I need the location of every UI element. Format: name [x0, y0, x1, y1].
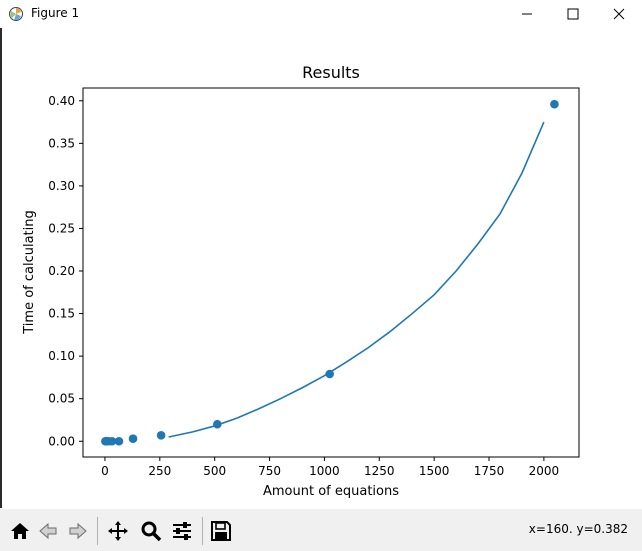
x-tick-label: 500 — [203, 464, 226, 478]
configure-subplots-button[interactable] — [168, 517, 196, 545]
axes-frame — [82, 87, 580, 458]
x-tick-label: 0 — [101, 464, 109, 478]
home-icon — [11, 523, 29, 539]
zoom-icon — [141, 521, 162, 542]
x-tick-label: 1000 — [309, 464, 340, 478]
fit-curve-line — [168, 121, 545, 438]
scatter-points-group — [101, 99, 559, 446]
y-tick-label: 0.30 — [48, 179, 75, 193]
y-tick-label: 0.00 — [48, 434, 75, 448]
save-button[interactable] — [207, 517, 235, 545]
pan-button[interactable] — [104, 517, 132, 545]
data-point — [107, 436, 117, 446]
y-tick-label: 0.40 — [48, 94, 75, 108]
close-button[interactable] — [596, 0, 642, 28]
zoom-button[interactable] — [137, 517, 165, 545]
data-point — [128, 434, 138, 443]
x-tick-label: 1250 — [364, 464, 395, 478]
y-tick-label: 0.35 — [48, 136, 75, 150]
home-button[interactable] — [6, 517, 34, 545]
x-tick-label: 250 — [148, 464, 171, 478]
back-arrow-icon — [39, 522, 57, 540]
navigation-toolbar: x=160. y=0.382 — [0, 509, 642, 551]
maximize-icon — [567, 8, 579, 20]
window-titlebar: Figure 1 — [0, 0, 642, 28]
cursor-coordinates: x=160. y=0.382 — [528, 522, 628, 536]
data-point — [156, 430, 166, 440]
y-tick-label: 0.15 — [48, 307, 75, 321]
app-icon — [9, 7, 23, 21]
y-tick-label: 0.20 — [48, 264, 75, 278]
data-point — [114, 436, 124, 446]
data-point — [213, 419, 222, 429]
toolbar-separator — [202, 517, 203, 545]
close-icon — [613, 8, 625, 20]
window-title: Figure 1 — [31, 6, 80, 20]
minimize-icon — [522, 13, 532, 15]
y-tick-label: 0.10 — [48, 349, 75, 363]
x-tick-label: 2000 — [529, 464, 560, 478]
y-ticks: 0.00 0.05 0.10 0.15 0.20 0.25 0.30 0.35 0.40 — [48, 94, 83, 448]
data-point — [550, 99, 559, 109]
figure-canvas[interactable]: Results 0 250 500 750 1000 1250 1500 1750 2000 0… — [2, 28, 642, 508]
back-button[interactable] — [34, 517, 62, 545]
x-tick-label: 750 — [258, 464, 281, 478]
fit-curve-group — [168, 121, 545, 438]
data-point — [325, 369, 334, 379]
maximize-button[interactable] — [550, 0, 596, 28]
save-icon — [211, 521, 231, 541]
forward-arrow-icon — [69, 522, 87, 540]
window-border — [0, 28, 2, 508]
chart-title: Results — [302, 63, 360, 82]
toolbar-separator — [97, 517, 98, 545]
x-tick-label: 1750 — [474, 464, 505, 478]
forward-button[interactable] — [64, 517, 92, 545]
x-tick-label: 1500 — [419, 464, 450, 478]
y-axis-label: Time of calculating — [22, 210, 37, 335]
minimize-button[interactable] — [504, 0, 550, 28]
y-tick-label: 0.25 — [48, 221, 75, 235]
configure-subplots-icon — [173, 522, 191, 540]
x-ticks: 0 250 500 750 1000 1250 1500 1750 2000 — [101, 457, 559, 478]
chart: Results 0 250 500 750 1000 1250 1500 1750 2000 0… — [22, 63, 580, 499]
x-axis-label: Amount of equations — [263, 484, 399, 499]
pan-icon — [108, 521, 128, 541]
y-tick-label: 0.05 — [48, 392, 75, 406]
